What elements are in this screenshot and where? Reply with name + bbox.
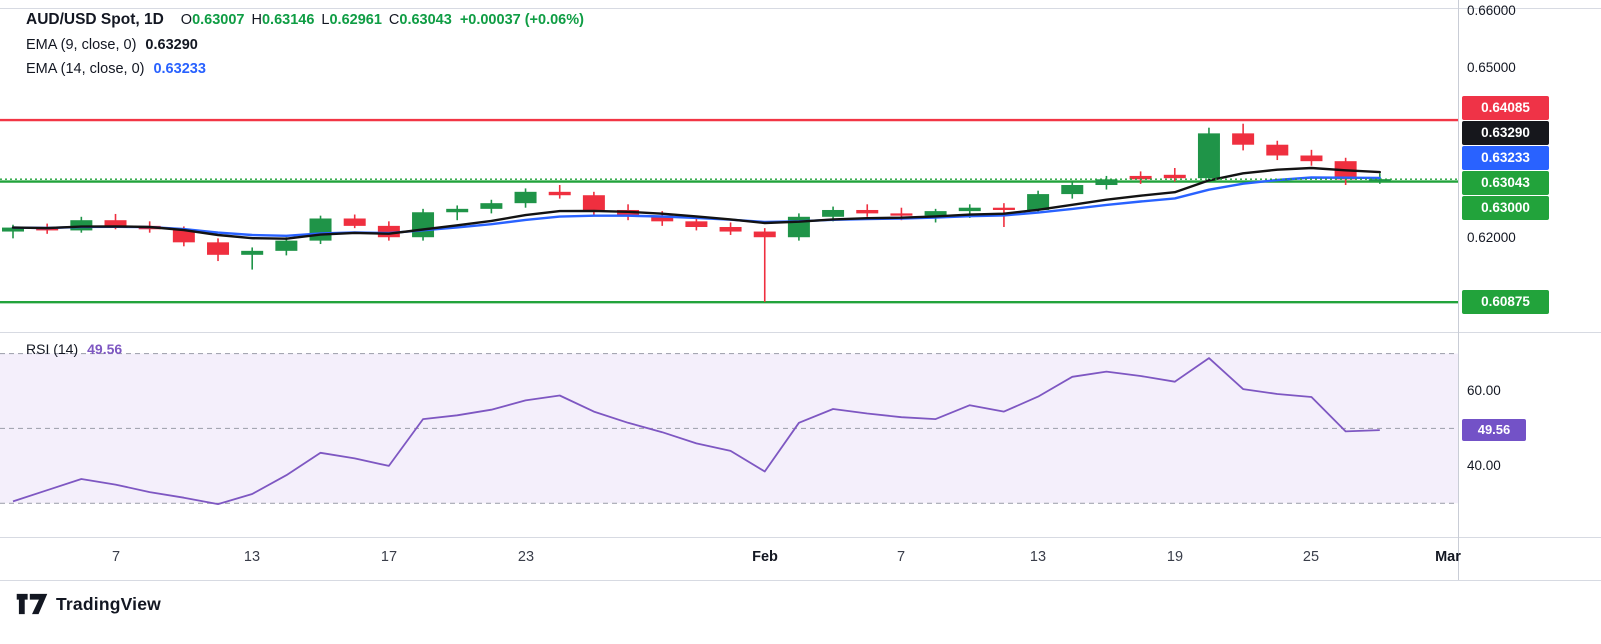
tradingview-logo[interactable]: TradingView (16, 592, 161, 616)
low-label: L (321, 12, 330, 28)
ema14-legend-row[interactable]: EMA (14, close, 0) 0.63233 (26, 62, 584, 77)
rsi-legend-row[interactable]: RSI (14) 49.56 (26, 341, 122, 357)
time-axis[interactable]: 7 13 17 23 Feb 7 13 19 25 Mar (0, 538, 1461, 580)
rsi-label: RSI (14) (26, 341, 79, 357)
price-axis-label: 0.65000 (1467, 60, 1516, 75)
chart-bottom-border (0, 580, 1601, 581)
ohlc-legend-row[interactable]: AUD/USD Spot, 1D O0.63007 H0.63146 L0.62961… (26, 12, 584, 28)
ema9-label: EMA (9, close, 0) (26, 36, 137, 53)
time-axis-label: 17 (380, 549, 398, 565)
time-axis-label: 13 (1029, 549, 1047, 565)
ema9-value: 0.63290 (145, 36, 198, 53)
tradingview-logo-icon (16, 593, 48, 615)
price-axis-label: 0.62000 (1467, 230, 1516, 245)
tradingview-logo-text: TradingView (56, 593, 161, 614)
candlestick-pane[interactable] (0, 0, 1458, 332)
time-axis-label: Mar (1435, 549, 1461, 565)
lower-support-price-badge: 0.60875 (1462, 290, 1549, 314)
time-axis-top-border (0, 537, 1601, 538)
time-axis-label: 19 (1166, 549, 1184, 565)
chart-top-border (0, 8, 1601, 9)
time-axis-label: Feb (752, 549, 778, 565)
time-axis-label: 7 (111, 549, 121, 565)
ema14-label: EMA (14, close, 0) (26, 61, 145, 77)
price-axis-label: 0.66000 (1467, 3, 1516, 18)
rsi-axis-label: 60.00 (1467, 383, 1501, 398)
ema14-price-badge: 0.63233 (1462, 146, 1549, 170)
last-price-badge: 0.63043 (1462, 171, 1549, 195)
change-value: +0.00037 (+0.06%) (459, 12, 584, 28)
high-label: H (251, 12, 262, 28)
rsi-value-badge: 49.56 (1462, 419, 1526, 441)
time-axis-label: 23 (517, 549, 535, 565)
rsi-value: 49.56 (87, 341, 123, 357)
rsi-pane[interactable] (0, 333, 1458, 537)
time-axis-label: 13 (243, 549, 261, 565)
open-value: 0.63007 (192, 12, 245, 28)
time-axis-label: 7 (896, 549, 906, 565)
ema9-legend-row[interactable]: EMA (9, close, 0) 0.63290 (26, 36, 584, 53)
symbol-title[interactable]: AUD/USD Spot, 1D (26, 11, 164, 28)
pane-divider[interactable] (0, 332, 1601, 333)
close-label: C (388, 12, 400, 28)
price-axis-border (1458, 0, 1459, 580)
low-value: 0.62961 (329, 12, 382, 28)
open-label: O (180, 12, 193, 28)
time-axis-label: 25 (1302, 549, 1320, 565)
resistance-price-badge: 0.64085 (1462, 96, 1549, 120)
support-price-badge: 0.63000 (1462, 196, 1549, 220)
close-value: 0.63043 (399, 12, 452, 28)
chart-legend: AUD/USD Spot, 1D O0.63007 H0.63146 L0.62961… (26, 12, 584, 87)
high-value: 0.63146 (261, 12, 315, 28)
ema14-value: 0.63233 (153, 61, 206, 77)
ema9-price-badge: 0.63290 (1462, 121, 1549, 145)
rsi-axis-label: 40.00 (1467, 458, 1501, 473)
